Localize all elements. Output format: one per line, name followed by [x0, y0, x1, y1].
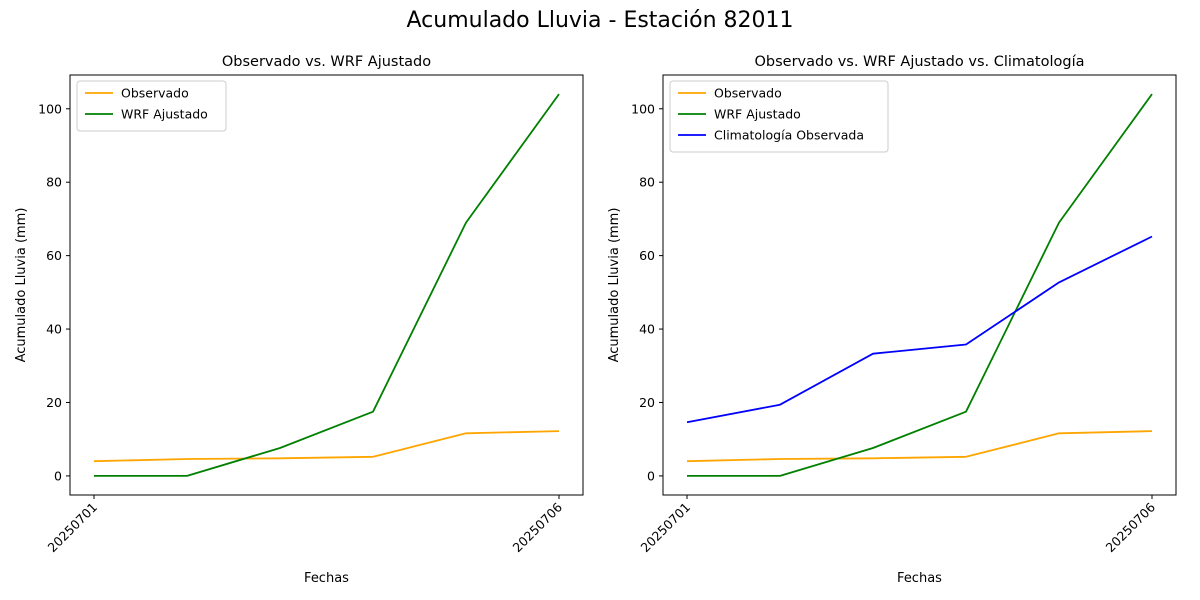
y-tick-label: 100 [38, 101, 62, 116]
y-tick-label: 40 [46, 322, 62, 337]
series-line-1 [93, 430, 560, 463]
y-tick-label: 0 [54, 468, 62, 483]
y-tick-label: 0 [647, 468, 655, 483]
y-tick-label: 20 [46, 395, 62, 410]
legend-box [76, 80, 227, 132]
legend-box [669, 80, 889, 153]
figure-title: Acumulado Lluvia - Estación 82011 [406, 8, 794, 33]
y-axis-label: Acumulado Lluvia (mm) [607, 208, 622, 363]
y-tick-label: 40 [639, 322, 655, 337]
chart-panel-1: Observado vs. WRF Ajustado 0 20 40 60 80 100 20… [14, 54, 584, 586]
legend-label: Observado [121, 86, 189, 101]
series-line-3 [686, 235, 1153, 424]
x-tick-label: 20250701 [638, 500, 694, 556]
chart-panel-2: Observado vs. WRF Ajustado vs. Climatolo… [607, 54, 1177, 586]
x-axis-label: Fechas [304, 571, 349, 586]
series-line-1 [686, 430, 1153, 463]
y-axis-label: Acumulado Lluvia (mm) [14, 208, 29, 363]
x-tick-label: 20250706 [1103, 499, 1159, 555]
y-tick-label: 100 [631, 101, 655, 116]
x-tick-label: 20250706 [510, 499, 566, 555]
series-line-2 [687, 93, 1153, 477]
x-tick-label: 20250701 [45, 500, 101, 556]
panel-title: Observado vs. WRF Ajustado [222, 54, 431, 70]
legend-label: WRF Ajustado [714, 107, 801, 122]
y-tick-label: 80 [639, 175, 655, 190]
plot-frame [69, 74, 584, 496]
plot-frame [662, 74, 1177, 496]
y-tick-label: 60 [46, 248, 62, 263]
legend-label: WRF Ajustado [121, 107, 208, 122]
x-axis-label: Fechas [897, 571, 942, 586]
y-tick-label: 60 [639, 248, 655, 263]
series-line-2 [94, 93, 560, 477]
panel-title: Observado vs. WRF Ajustado vs. Climatolo… [755, 54, 1085, 70]
y-tick-label: 20 [639, 395, 655, 410]
legend-label: Climatología Observada [714, 128, 864, 143]
y-tick-label: 80 [46, 175, 62, 190]
legend-label: Observado [714, 86, 782, 101]
